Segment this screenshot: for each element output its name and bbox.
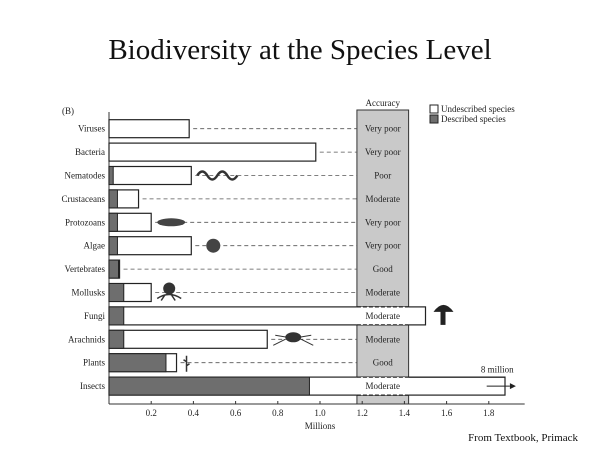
- category-label: Vertebrates: [65, 264, 106, 274]
- panel-label: (B): [62, 106, 74, 116]
- spider-icon: [285, 332, 302, 343]
- worm-icon: [196, 170, 239, 181]
- x-tick-label: 0.6: [230, 408, 242, 418]
- legend-swatch: [429, 104, 439, 114]
- spider-icon-legs: [273, 334, 314, 346]
- octopus-icon: [163, 282, 176, 295]
- category-label: Plants: [83, 358, 106, 368]
- bar-described: [108, 166, 114, 185]
- octopus-icon-arms: [156, 293, 182, 301]
- mushroom-icon: [433, 304, 454, 312]
- legend-label: Undescribed species: [441, 104, 515, 114]
- accuracy-cell-highlight: [356, 306, 409, 325]
- category-label: Fungi: [84, 311, 106, 321]
- bar-described: [108, 212, 118, 232]
- category-label: Bacteria: [75, 147, 105, 157]
- source-credit: From Textbook, Primack: [468, 432, 578, 444]
- bar-undescribed: [108, 236, 192, 256]
- bar-undescribed: [108, 119, 190, 139]
- accuracy-label: Good: [373, 358, 393, 368]
- bar-described: [108, 259, 119, 279]
- bar-undescribed: [108, 329, 268, 349]
- bar-described: [108, 189, 118, 209]
- bar-described: [108, 329, 125, 349]
- category-label: Algae: [84, 241, 106, 251]
- accuracy-header: Accuracy: [366, 98, 401, 108]
- accuracy-label: Very poor: [365, 217, 401, 227]
- accuracy-label: Moderate: [366, 334, 400, 344]
- category-label: Arachnids: [68, 334, 105, 344]
- annotation-8-million: 8 million: [481, 364, 514, 374]
- x-tick-label: 1.2: [357, 408, 368, 418]
- accuracy-label: Poor: [374, 171, 391, 181]
- category-label: Insects: [80, 381, 105, 391]
- accuracy-label: Very poor: [365, 241, 401, 251]
- accuracy-label: Moderate: [366, 311, 400, 321]
- accuracy-label: Very poor: [365, 124, 401, 134]
- accuracy-label: Moderate: [366, 381, 400, 391]
- bar-described: [108, 283, 125, 302]
- bar-described: [108, 236, 118, 256]
- x-tick-label: 0.4: [188, 408, 200, 418]
- legend-swatch: [429, 114, 439, 124]
- category-label: Mollusks: [71, 288, 105, 298]
- bar-undescribed: [108, 165, 192, 186]
- algae-icon: [206, 238, 221, 253]
- arrow-head-icon: [509, 383, 516, 390]
- x-tick-label: 0.2: [146, 408, 157, 418]
- category-label: Protozoans: [65, 217, 105, 227]
- category-label: Viruses: [78, 124, 105, 134]
- accuracy-band: [356, 109, 410, 405]
- accuracy-cell-highlight: [356, 377, 409, 396]
- bar-undescribed: [108, 142, 317, 162]
- x-tick-label: 1.4: [399, 408, 411, 418]
- plant-icon: [183, 355, 190, 372]
- x-tick-label: 0.8: [272, 408, 284, 418]
- bar-described: [108, 306, 125, 326]
- accuracy-label: Good: [373, 264, 393, 274]
- legend-label: Described species: [441, 114, 506, 124]
- x-axis-label: Millions: [305, 421, 336, 431]
- mushroom-icon-stem: [440, 310, 446, 325]
- accuracy-label: Very poor: [365, 147, 401, 157]
- category-label: Crustaceans: [62, 194, 106, 204]
- protozoan-icon: [157, 218, 186, 227]
- accuracy-label: Moderate: [366, 194, 400, 204]
- category-label: Nematodes: [65, 171, 106, 181]
- x-tick-label: 1.6: [441, 408, 453, 418]
- bar-described: [108, 376, 310, 396]
- x-tick-label: 1.8: [483, 408, 495, 418]
- bar-described: [108, 353, 167, 373]
- accuracy-label: Moderate: [366, 288, 400, 298]
- slide-title: Biodiversity at the Species Level: [108, 34, 492, 66]
- x-tick-label: 1.0: [314, 408, 326, 418]
